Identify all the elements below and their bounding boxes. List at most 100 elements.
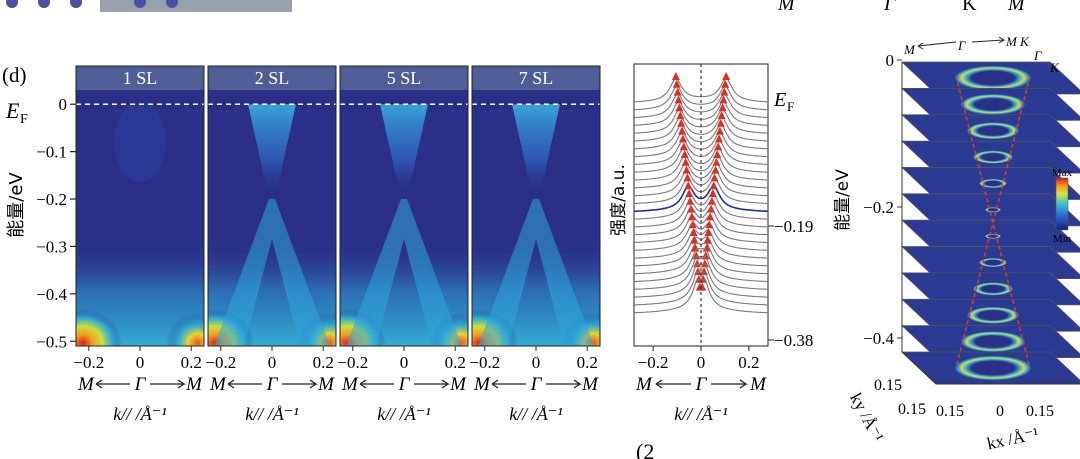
path-label-m-right: M (317, 374, 335, 395)
mdc-curve (633, 154, 769, 181)
peak-marker (717, 111, 726, 119)
y-tick-label: −0.3 (36, 237, 67, 256)
peak-marker (715, 134, 724, 143)
mdc-x-tick-label: −0.2 (638, 353, 669, 372)
peak-marker (714, 142, 723, 151)
stack-top-label: Γ (957, 38, 966, 53)
energy-slice (900, 219, 1080, 253)
kx-tick-label: 0.15 (936, 403, 964, 420)
top-label-m2: M (1007, 0, 1026, 15)
peak-marker (704, 228, 713, 236)
mdc-path-arrows (655, 379, 749, 389)
energy-slice (900, 272, 1080, 306)
peak-marker (680, 150, 689, 158)
mdc-path-m-right: M (749, 374, 767, 395)
peak-marker (698, 282, 707, 291)
path-label-m-left: M (77, 374, 95, 395)
peak-marker (709, 181, 718, 190)
energy-slice (900, 246, 1080, 279)
x-axis-label: k// /Å⁻¹ (245, 404, 298, 424)
path-label-m-right: M (185, 374, 203, 395)
x-tick-label: 0.2 (313, 353, 334, 372)
z-tick-label: −0.4 (863, 329, 894, 348)
colorbar-min-label: Min (1053, 233, 1072, 245)
ky-axis-label: ky /Å⁻¹ (846, 390, 887, 445)
peak-marker (690, 235, 699, 244)
arpes-panel-4: 7 SL −0.2 0 0.2 M Γ Mk// /Å⁻¹ (469, 65, 601, 424)
ky-axis (901, 351, 937, 385)
peak-marker (687, 212, 696, 221)
peak-marker (711, 165, 720, 174)
peak-marker (688, 220, 697, 229)
ky-tick-label: 0.15 (898, 401, 926, 418)
y-tick-label: 0 (59, 95, 68, 114)
mdc-curve (633, 207, 769, 236)
peak-marker (718, 103, 727, 112)
x-tick-label: 0.2 (445, 353, 466, 372)
panel-header (76, 66, 204, 90)
path-label-m-right: M (449, 374, 467, 395)
mdc-stack: −0.2 0 0.2 M Γ Mk// /Å⁻¹ 强度/a.u. E F −0.19 −0.38 (609, 63, 813, 424)
panel-header (340, 66, 468, 90)
stack-top-label: K (1019, 34, 1030, 49)
mdc-x-axis-label: k// /Å⁻¹ (674, 404, 727, 424)
energy-slice (900, 167, 1080, 200)
footer-fragment: (2 (636, 439, 654, 459)
fermi-contour (978, 178, 1008, 189)
peak-marker (705, 220, 714, 229)
peak-marker (672, 79, 681, 88)
peak-marker (700, 259, 709, 268)
peak-marker (683, 173, 692, 182)
mdc-curve (633, 222, 769, 251)
mdc-x-tick-label: 0.2 (738, 353, 759, 372)
panel-title: 5 SL (387, 68, 422, 88)
energy-slice (900, 351, 1080, 385)
peak-marker (674, 95, 683, 104)
peak-marker (713, 150, 722, 158)
stack-top-label: K (1049, 60, 1060, 75)
peak-marker (691, 243, 700, 252)
stack-top-label: M (903, 42, 916, 57)
fermi-label: E F (5, 98, 28, 127)
colorbar (1055, 177, 1069, 231)
atom-dots (6, 0, 178, 8)
x-tick-label: −0.2 (205, 353, 236, 372)
dirac-cone-upper (512, 104, 560, 200)
panel-title: 2 SL (255, 68, 290, 88)
mdc-curve (634, 279, 768, 314)
peak-marker (702, 243, 711, 252)
peak-marker (720, 87, 729, 96)
stack-top-label: Γ (1033, 48, 1042, 63)
hot-spot-right (140, 284, 204, 346)
energy-slice (900, 114, 1080, 148)
arpes-panels: 1 SL −0.2 0 0.2 M Γ Mk// /Å⁻¹ 2 SL −0.2 0 0.2 M Γ Mk/… (73, 65, 601, 424)
peak-marker (689, 228, 698, 236)
fermi-contour (960, 93, 1026, 115)
energy-slice (900, 87, 1080, 121)
peak-marker (686, 196, 695, 205)
dirac-cone-lower (214, 199, 330, 346)
y-tick-label: −0.1 (36, 143, 67, 162)
dirac-cone-upper (248, 104, 296, 200)
y-axis-title: 能量/eV (6, 172, 27, 238)
path-label-gamma: Γ (398, 374, 411, 395)
mdc-energy-label: −0.38 (774, 331, 813, 350)
path-label-m-right: M (581, 374, 599, 395)
peak-marker (671, 72, 680, 80)
mdc-curve (634, 271, 768, 306)
kx-tick-label: 0.15 (1026, 403, 1054, 420)
hot-spot-left (76, 284, 147, 346)
fermi-contour (954, 65, 1032, 91)
panel-label-d: (d) (2, 63, 27, 87)
mdc-energy-label-sub: F (787, 99, 794, 114)
fermi-contour (966, 122, 1020, 140)
peak-marker (676, 111, 685, 119)
mdc-curve (633, 200, 769, 228)
path-label-m-left: M (209, 374, 227, 395)
fermi-contour (978, 257, 1008, 268)
peak-marker (703, 235, 712, 244)
arpes-panel-2: 2 SL −0.2 0 0.2 M Γ Mk// /Å⁻¹ (205, 65, 337, 424)
fermi-contour (966, 306, 1020, 324)
panel-title: 1 SL (123, 68, 158, 88)
